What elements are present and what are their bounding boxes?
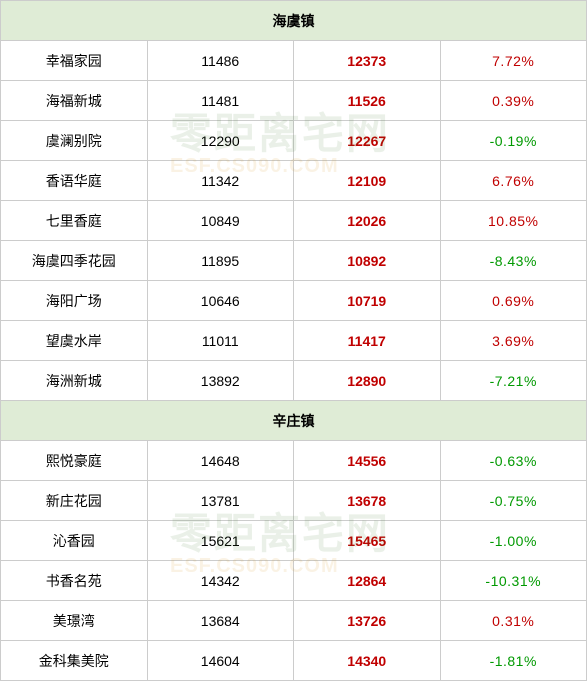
cell-percent: -10.31% bbox=[440, 561, 587, 601]
cell-name: 虞澜别院 bbox=[1, 121, 148, 161]
cell-percent: 0.39% bbox=[440, 81, 587, 121]
cell-percent: -8.43% bbox=[440, 241, 587, 281]
table-row: 书香名苑1434212864-10.31% bbox=[1, 561, 587, 601]
cell-name: 新庄花园 bbox=[1, 481, 148, 521]
cell-value-1: 13684 bbox=[147, 601, 294, 641]
cell-percent: 10.85% bbox=[440, 201, 587, 241]
table-row: 望虞水岸11011114173.69% bbox=[1, 321, 587, 361]
cell-percent: -0.63% bbox=[440, 441, 587, 481]
table-row: 幸福家园11486123737.72% bbox=[1, 41, 587, 81]
cell-name: 海阳广场 bbox=[1, 281, 148, 321]
cell-name: 美璟湾 bbox=[1, 601, 148, 641]
table-row: 海虞四季花园1189510892-8.43% bbox=[1, 241, 587, 281]
cell-value-1: 14604 bbox=[147, 641, 294, 681]
cell-value-2: 12890 bbox=[294, 361, 441, 401]
table-row: 海福新城11481115260.39% bbox=[1, 81, 587, 121]
cell-value-1: 13781 bbox=[147, 481, 294, 521]
cell-value-2: 14340 bbox=[294, 641, 441, 681]
cell-percent: -1.81% bbox=[440, 641, 587, 681]
table-row: 虞澜别院1229012267-0.19% bbox=[1, 121, 587, 161]
price-table: 海虞镇幸福家园11486123737.72%海福新城11481115260.39… bbox=[0, 0, 587, 681]
cell-percent: -0.19% bbox=[440, 121, 587, 161]
cell-name: 海虞四季花园 bbox=[1, 241, 148, 281]
cell-percent: 6.76% bbox=[440, 161, 587, 201]
table-row: 熙悦豪庭1464814556-0.63% bbox=[1, 441, 587, 481]
cell-value-2: 11526 bbox=[294, 81, 441, 121]
cell-value-2: 10892 bbox=[294, 241, 441, 281]
cell-name: 幸福家园 bbox=[1, 41, 148, 81]
cell-name: 七里香庭 bbox=[1, 201, 148, 241]
cell-name: 海福新城 bbox=[1, 81, 148, 121]
cell-value-1: 11486 bbox=[147, 41, 294, 81]
cell-value-2: 12267 bbox=[294, 121, 441, 161]
cell-value-1: 14342 bbox=[147, 561, 294, 601]
cell-name: 海洲新城 bbox=[1, 361, 148, 401]
table-row: 海阳广场10646107190.69% bbox=[1, 281, 587, 321]
cell-value-2: 12026 bbox=[294, 201, 441, 241]
cell-value-1: 11011 bbox=[147, 321, 294, 361]
cell-percent: -7.21% bbox=[440, 361, 587, 401]
cell-name: 望虞水岸 bbox=[1, 321, 148, 361]
table-row: 七里香庭108491202610.85% bbox=[1, 201, 587, 241]
cell-value-1: 10646 bbox=[147, 281, 294, 321]
cell-percent: 3.69% bbox=[440, 321, 587, 361]
cell-value-1: 14648 bbox=[147, 441, 294, 481]
cell-name: 熙悦豪庭 bbox=[1, 441, 148, 481]
cell-value-2: 12109 bbox=[294, 161, 441, 201]
section-header: 辛庄镇 bbox=[1, 401, 587, 441]
cell-percent: 7.72% bbox=[440, 41, 587, 81]
cell-value-2: 11417 bbox=[294, 321, 441, 361]
cell-percent: -1.00% bbox=[440, 521, 587, 561]
table-row: 香语华庭11342121096.76% bbox=[1, 161, 587, 201]
cell-value-2: 13726 bbox=[294, 601, 441, 641]
table-row: 美璟湾13684137260.31% bbox=[1, 601, 587, 641]
cell-value-2: 12373 bbox=[294, 41, 441, 81]
cell-value-2: 10719 bbox=[294, 281, 441, 321]
cell-value-2: 15465 bbox=[294, 521, 441, 561]
cell-name: 香语华庭 bbox=[1, 161, 148, 201]
table-row: 沁香园1562115465-1.00% bbox=[1, 521, 587, 561]
cell-value-1: 12290 bbox=[147, 121, 294, 161]
cell-name: 金科集美院 bbox=[1, 641, 148, 681]
cell-value-1: 15621 bbox=[147, 521, 294, 561]
cell-name: 沁香园 bbox=[1, 521, 148, 561]
cell-percent: 0.31% bbox=[440, 601, 587, 641]
cell-value-1: 11895 bbox=[147, 241, 294, 281]
cell-value-2: 12864 bbox=[294, 561, 441, 601]
cell-percent: 0.69% bbox=[440, 281, 587, 321]
table-row: 金科集美院1460414340-1.81% bbox=[1, 641, 587, 681]
cell-value-2: 13678 bbox=[294, 481, 441, 521]
cell-value-1: 11342 bbox=[147, 161, 294, 201]
cell-name: 书香名苑 bbox=[1, 561, 148, 601]
table-container: 零距离宅网 ESF.CS090.COM 零距离宅网 ESF.CS090.COM … bbox=[0, 0, 587, 681]
cell-value-2: 14556 bbox=[294, 441, 441, 481]
table-row: 新庄花园1378113678-0.75% bbox=[1, 481, 587, 521]
cell-value-1: 10849 bbox=[147, 201, 294, 241]
table-row: 海洲新城1389212890-7.21% bbox=[1, 361, 587, 401]
cell-value-1: 11481 bbox=[147, 81, 294, 121]
cell-percent: -0.75% bbox=[440, 481, 587, 521]
cell-value-1: 13892 bbox=[147, 361, 294, 401]
section-header: 海虞镇 bbox=[1, 1, 587, 41]
